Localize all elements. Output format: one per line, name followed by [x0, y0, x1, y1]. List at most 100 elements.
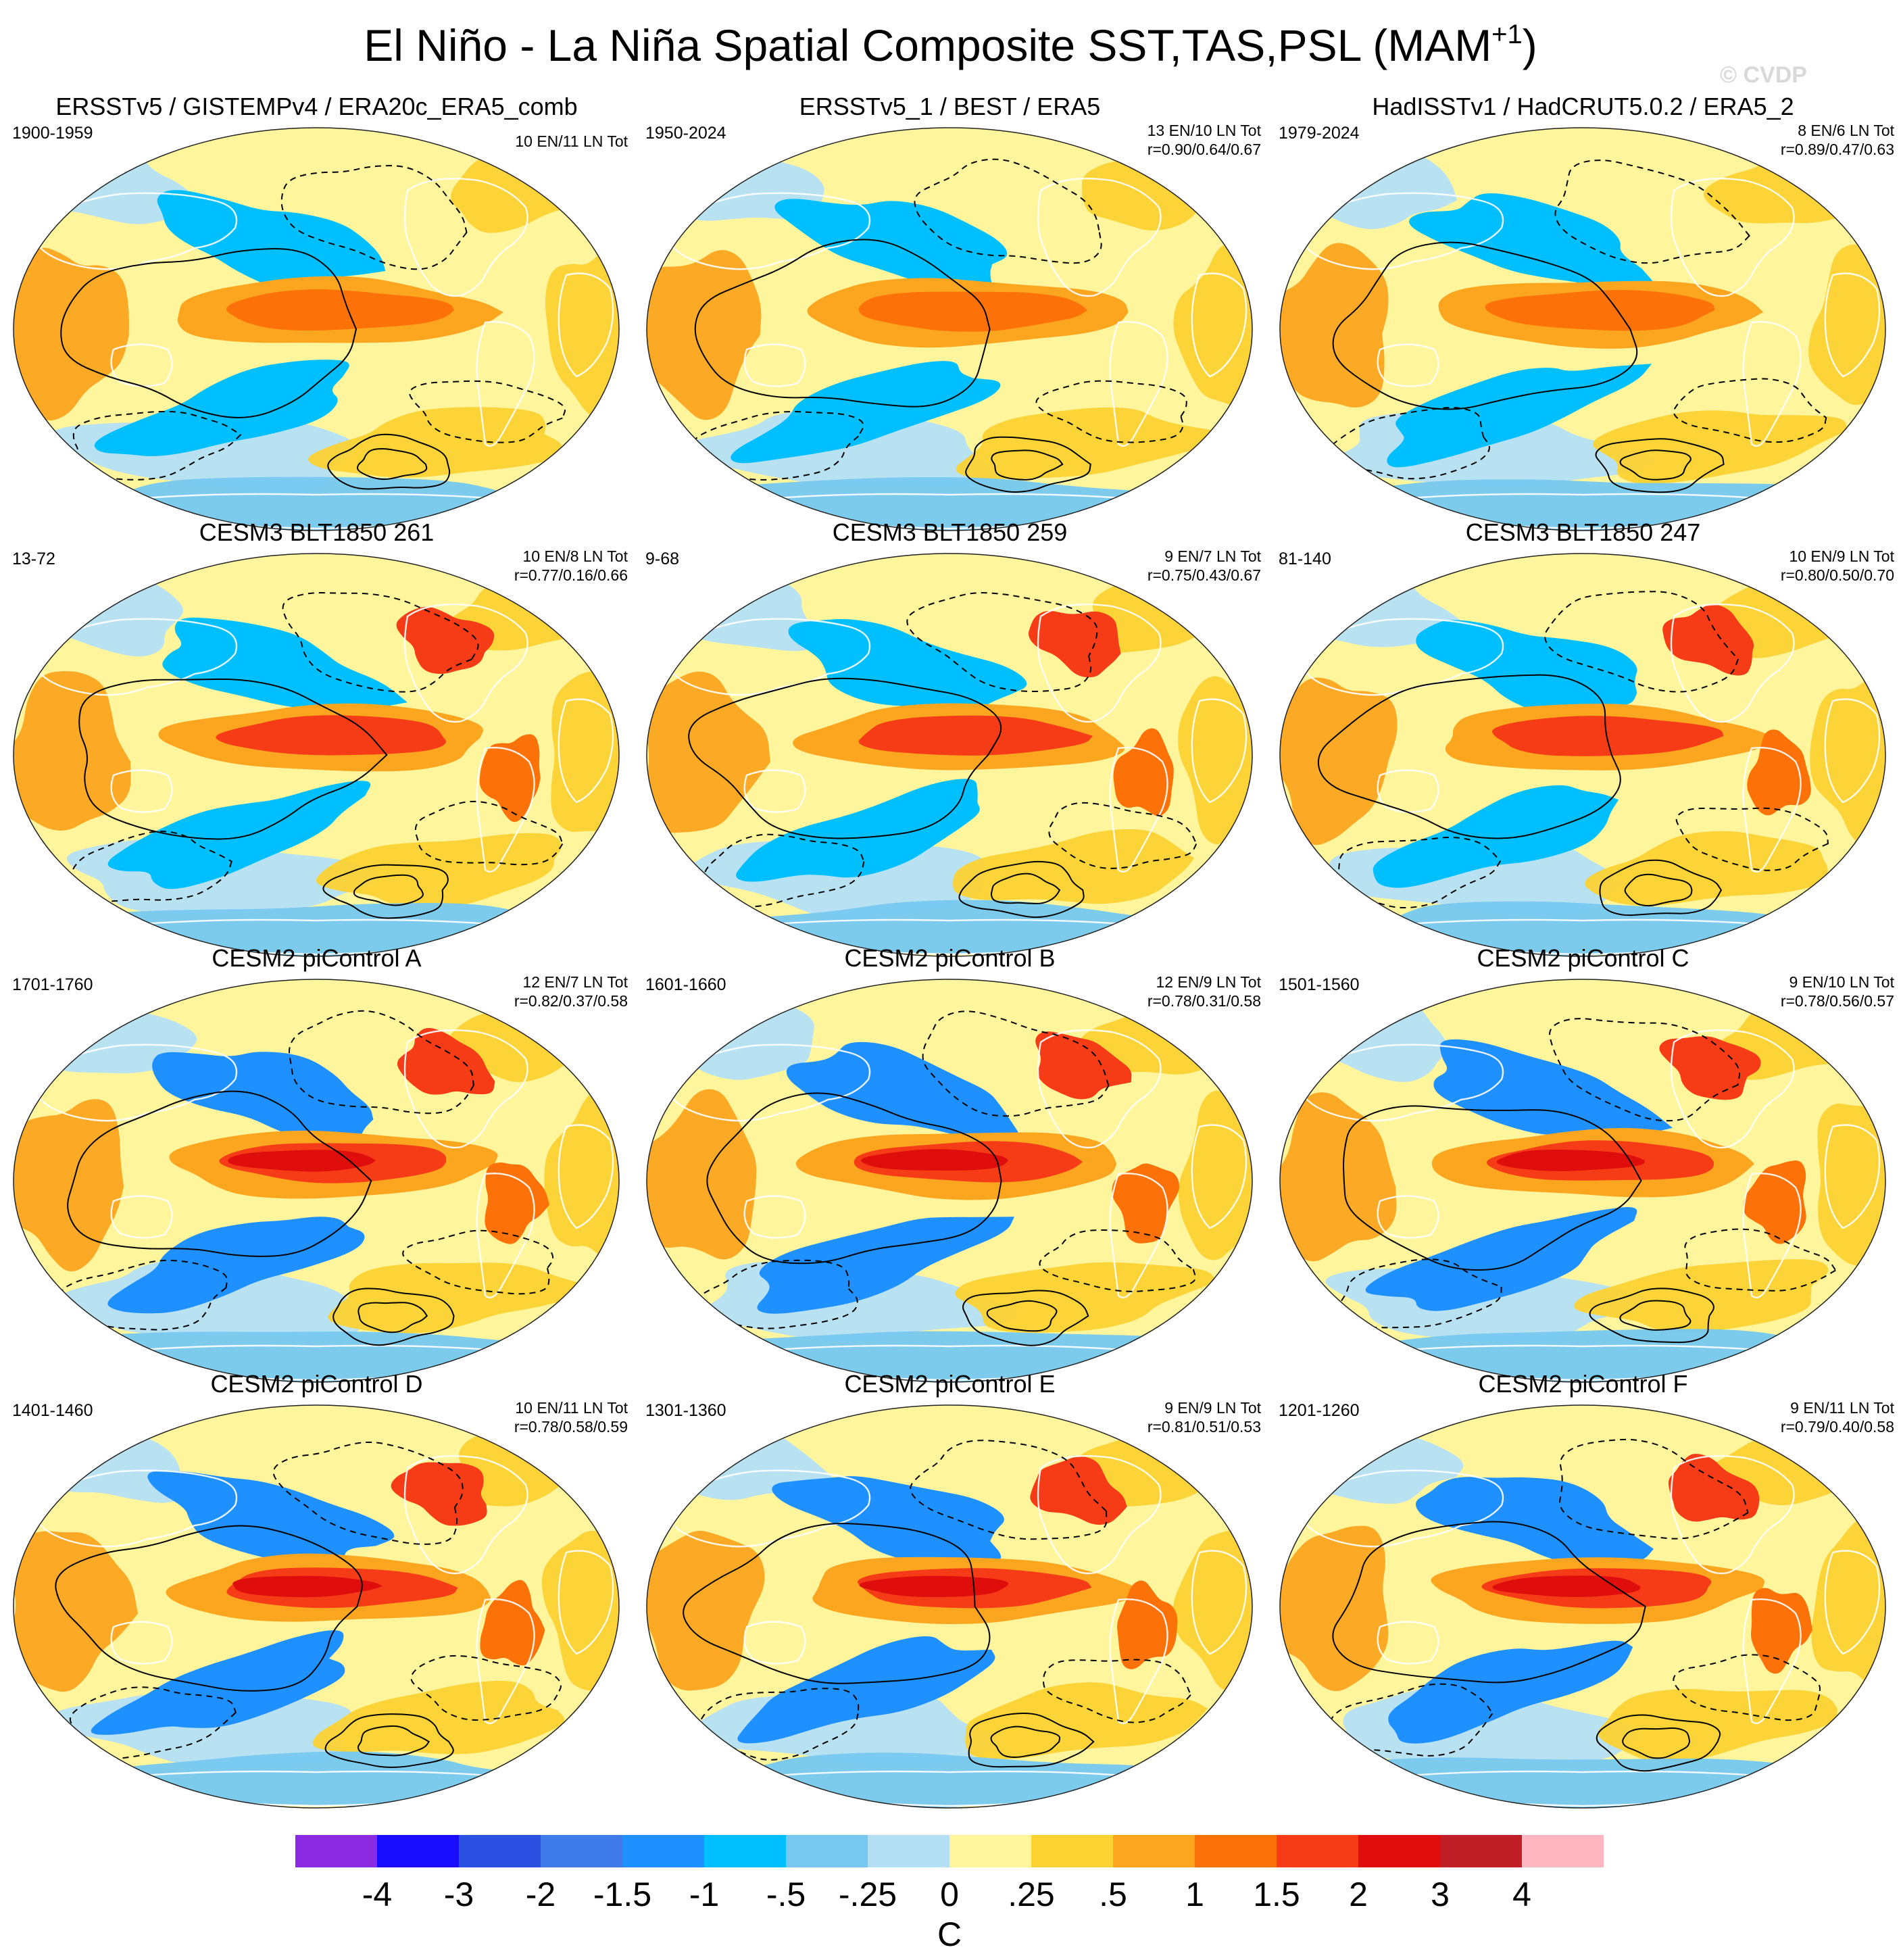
panel-title: ERSSTv5_1 / BEST / ERA5: [799, 93, 1101, 120]
composite-map: [646, 127, 1253, 531]
north-pacific-cool-anomaly: [1416, 620, 1637, 716]
composite-map: [1279, 127, 1886, 531]
psl-contour-negative: [69, 1686, 237, 1760]
anomaly-patch: [451, 149, 610, 233]
panel-pattern-correlation: r=0.77/0.16/0.66: [514, 566, 628, 584]
panel-period: 13-72: [12, 549, 55, 568]
map-border: [13, 979, 620, 1383]
coastline: [743, 1195, 806, 1239]
map-border: [13, 127, 620, 531]
south-pacific-cool-anomaly: [737, 1636, 995, 1744]
map-panel: CESM2 piControl E 1301-1360 9 EN/9 LN Tot r…: [633, 1369, 1266, 1815]
anomaly-patch: [1585, 831, 1828, 906]
coastline: [1377, 1621, 1439, 1665]
coastline: [558, 272, 614, 378]
anomaly-patch: [551, 671, 619, 832]
colorbar-swatch: [949, 1835, 1032, 1867]
panel-pattern-correlation: r=0.81/0.51/0.53: [1147, 1418, 1261, 1436]
anomaly-patch: [965, 1682, 1208, 1759]
panel-period: 1900-1959: [12, 124, 93, 143]
figure-title-close: ): [1522, 20, 1537, 70]
psl-contour-positive: [1596, 1714, 1721, 1772]
psl-contour-positive: [958, 860, 1085, 918]
psl-contour-positive: [1619, 449, 1692, 481]
colorbar-swatch: [622, 1835, 705, 1867]
amazon-warm-anomaly: [1747, 729, 1811, 816]
panel-period: 81-140: [1279, 549, 1331, 568]
map-border: [1279, 127, 1886, 531]
composite-map: [646, 553, 1253, 957]
coastline: [110, 343, 173, 387]
coastline: [1742, 1598, 1802, 1725]
panel-event-counts: 10 EN/9 LN Tot: [1789, 547, 1894, 565]
coastline: [1037, 603, 1162, 723]
anomaly-patch: [14, 565, 183, 657]
psl-contour-positive: [990, 873, 1061, 904]
equatorial-hot-core: [859, 1575, 1009, 1598]
panel-event-counts: 12 EN/9 LN Tot: [1156, 973, 1261, 991]
panel-period: 1601-1660: [645, 975, 726, 994]
amazon-warm-anomaly: [1112, 1163, 1179, 1244]
coastline: [1037, 1454, 1162, 1575]
south-pacific-cool-anomaly: [107, 1217, 365, 1314]
panel-pattern-correlation: r=0.80/0.50/0.70: [1780, 566, 1894, 584]
colorbar-swatch: [704, 1835, 787, 1867]
anomaly-patch: [1280, 243, 1389, 408]
coastline: [1742, 747, 1802, 873]
psl-contour-negative: [1559, 1438, 1749, 1540]
colorbar-tick-label: -.25: [838, 1876, 897, 1913]
coastline: [1670, 603, 1795, 723]
north-america-warm-anomaly: [1668, 1453, 1760, 1522]
coastline: [476, 1173, 535, 1299]
anomaly-patch: [647, 988, 814, 1080]
colorbar-tick-labels: -4 -3 -2 -1.5 -1 -.5 -.25 0 .25 .5 1 1.5 2 3 4: [295, 1874, 1604, 1915]
south-pacific-cool-anomaly: [1373, 785, 1619, 888]
colorbar-tick-label: 1: [1185, 1876, 1204, 1913]
psl-contour-positive: [332, 1288, 455, 1346]
panel-title: CESM2 piControl D: [210, 1370, 423, 1398]
panel-pattern-correlation: r=0.90/0.64/0.67: [1147, 141, 1261, 158]
map-panel: CESM3 BLT1850 261 13-72 10 EN/8 LN Tot r=0.…: [0, 517, 633, 963]
coastline: [110, 1195, 173, 1239]
anomaly-patch: [1592, 410, 1848, 485]
colorbar-tick-label: -3: [443, 1876, 474, 1913]
psl-contour-positive: [324, 1713, 454, 1768]
psl-contour-positive: [60, 248, 357, 418]
coastline: [476, 1598, 535, 1725]
colorbar-tick-label: 0: [940, 1876, 959, 1913]
panel-event-counts: 10 EN/8 LN Tot: [522, 547, 628, 565]
figure-title: El Niño - La Niña Spatial Composite SST,…: [0, 15, 1901, 76]
psl-contour-negative: [1549, 1018, 1740, 1122]
colorbar-swatch: [1113, 1835, 1195, 1867]
colorbar-tick-label: .5: [1099, 1876, 1127, 1913]
north-america-warm-anomaly: [397, 1027, 495, 1095]
south-pacific-cool-anomaly: [731, 361, 1001, 464]
anomaly-patch: [647, 249, 762, 420]
coastline: [31, 192, 238, 270]
colorbar-swatch: [1440, 1835, 1523, 1867]
coastline: [558, 1550, 614, 1655]
panel-title: CESM2 piControl A: [212, 944, 422, 972]
panel-title: CESM2 piControl F: [1478, 1370, 1688, 1398]
anomaly-patch: [14, 1531, 138, 1692]
map-panel: ERSSTv5_1 / BEST / ERA5 1950-2024 13 EN/10…: [633, 91, 1266, 537]
anomaly-patch: [647, 1530, 765, 1691]
colorbar-tick-label: -.5: [766, 1876, 806, 1913]
psl-contour-negative: [402, 1229, 554, 1295]
psl-contour-positive: [1332, 241, 1638, 410]
psl-contour-positive: [78, 678, 388, 840]
composite-map: [646, 979, 1253, 1383]
panel-event-counts: 10 EN/11 LN Tot: [515, 132, 628, 150]
psl-contour-positive: [1589, 1288, 1714, 1344]
equatorial-warm-core: [858, 715, 1093, 756]
coastline: [31, 1044, 238, 1122]
south-pacific-cool-anomaly: [91, 1630, 345, 1735]
colorbar-tick-label: 4: [1512, 1876, 1531, 1913]
panel-pattern-correlation: r=0.89/0.47/0.63: [1780, 141, 1894, 158]
psl-contour-negative: [1684, 1228, 1837, 1292]
coastline: [403, 1454, 528, 1575]
north-america-warm-anomaly: [1028, 610, 1121, 678]
psl-contour-negative: [703, 833, 865, 908]
anomaly-patch: [1280, 989, 1449, 1082]
panel-title: ERSSTv5 / GISTEMPv4 / ERA20c_ERA5_comb: [55, 93, 578, 120]
